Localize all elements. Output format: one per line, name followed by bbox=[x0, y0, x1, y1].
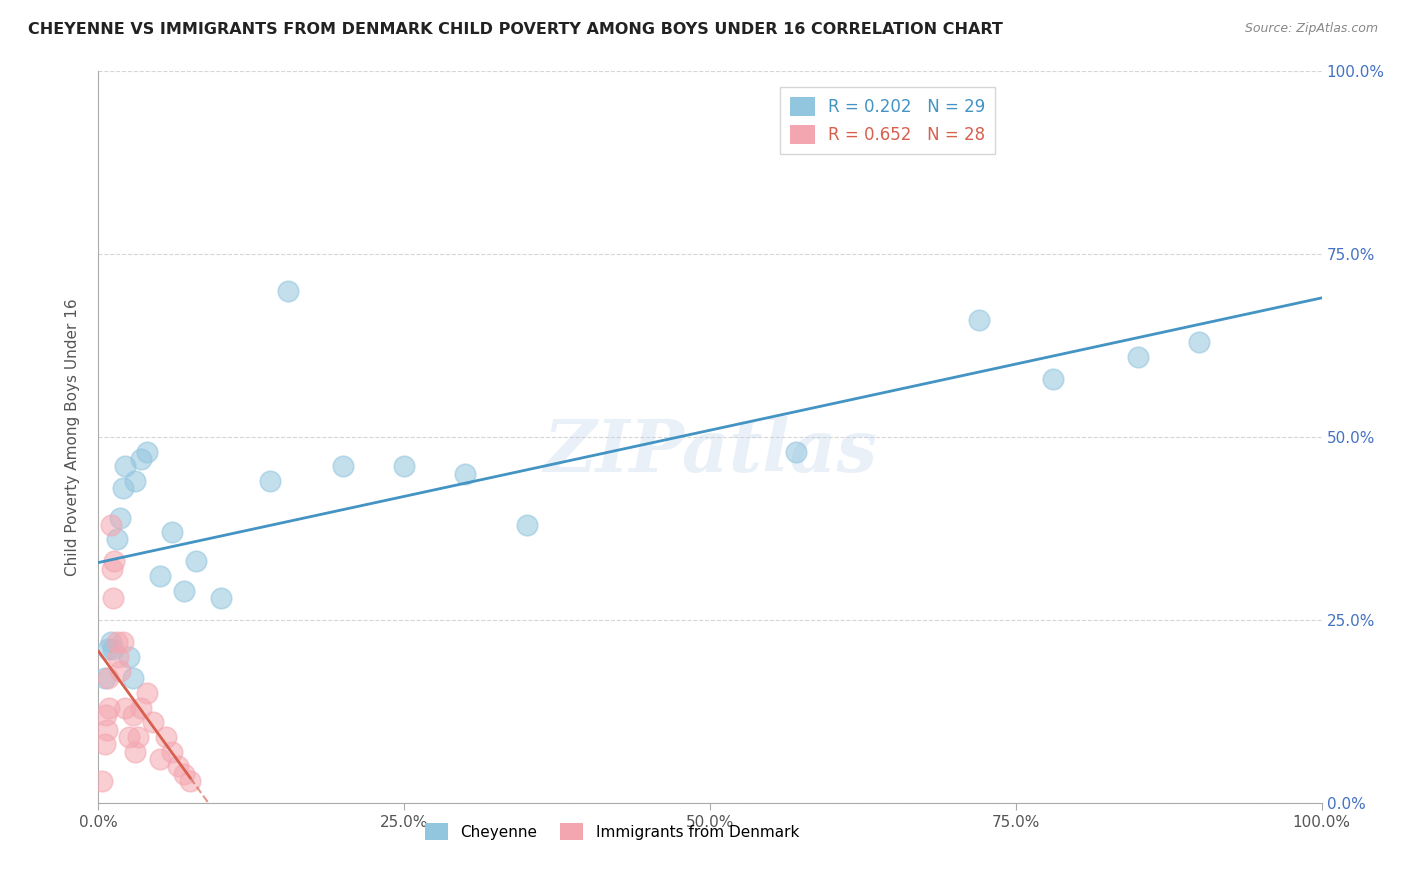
Point bbox=[129, 700, 152, 714]
Point bbox=[277, 284, 299, 298]
Point bbox=[111, 635, 134, 649]
Point bbox=[392, 459, 416, 474]
Point bbox=[785, 444, 807, 458]
Point bbox=[160, 745, 183, 759]
Legend: Cheyenne, Immigrants from Denmark: Cheyenne, Immigrants from Denmark bbox=[419, 816, 806, 847]
Point bbox=[454, 467, 477, 481]
Point bbox=[173, 583, 195, 598]
Point bbox=[111, 481, 134, 495]
Point bbox=[167, 759, 190, 773]
Point bbox=[101, 591, 124, 605]
Point bbox=[179, 773, 201, 788]
Point bbox=[1188, 334, 1211, 349]
Point bbox=[105, 635, 128, 649]
Point bbox=[160, 525, 183, 540]
Point bbox=[110, 664, 132, 678]
Point bbox=[149, 752, 172, 766]
Point bbox=[105, 533, 128, 547]
Point bbox=[516, 517, 538, 532]
Point bbox=[107, 649, 129, 664]
Point bbox=[121, 708, 143, 723]
Text: CHEYENNE VS IMMIGRANTS FROM DENMARK CHILD POVERTY AMONG BOYS UNDER 16 CORRELATIO: CHEYENNE VS IMMIGRANTS FROM DENMARK CHIL… bbox=[28, 22, 1002, 37]
Point bbox=[332, 459, 354, 474]
Point bbox=[91, 773, 114, 788]
Point bbox=[149, 569, 172, 583]
Point bbox=[118, 649, 141, 664]
Point bbox=[93, 672, 115, 686]
Point bbox=[124, 474, 146, 488]
Point bbox=[114, 700, 136, 714]
Point bbox=[98, 700, 121, 714]
Point bbox=[1128, 350, 1150, 364]
Point bbox=[209, 591, 232, 605]
Point bbox=[127, 730, 149, 744]
Point bbox=[114, 459, 136, 474]
Point bbox=[96, 723, 118, 737]
Point bbox=[110, 510, 132, 524]
Point bbox=[118, 730, 141, 744]
Point bbox=[129, 452, 152, 467]
Point bbox=[142, 715, 165, 730]
Point bbox=[124, 745, 146, 759]
Point bbox=[101, 562, 124, 576]
Point bbox=[967, 313, 990, 327]
Point bbox=[173, 766, 195, 780]
Point bbox=[1042, 371, 1064, 385]
Point bbox=[93, 737, 115, 751]
Point bbox=[186, 554, 208, 568]
Point bbox=[100, 517, 122, 532]
Point bbox=[136, 686, 159, 700]
Text: Source: ZipAtlas.com: Source: ZipAtlas.com bbox=[1244, 22, 1378, 36]
Text: ZIPatlas: ZIPatlas bbox=[543, 417, 877, 487]
Point bbox=[94, 708, 117, 723]
Point bbox=[101, 642, 124, 657]
Point bbox=[155, 730, 177, 744]
Point bbox=[136, 444, 159, 458]
Point bbox=[100, 635, 122, 649]
Point bbox=[259, 474, 281, 488]
Y-axis label: Child Poverty Among Boys Under 16: Child Poverty Among Boys Under 16 bbox=[65, 298, 80, 576]
Point bbox=[121, 672, 143, 686]
Point bbox=[103, 554, 125, 568]
Point bbox=[97, 642, 120, 657]
Point bbox=[97, 672, 120, 686]
